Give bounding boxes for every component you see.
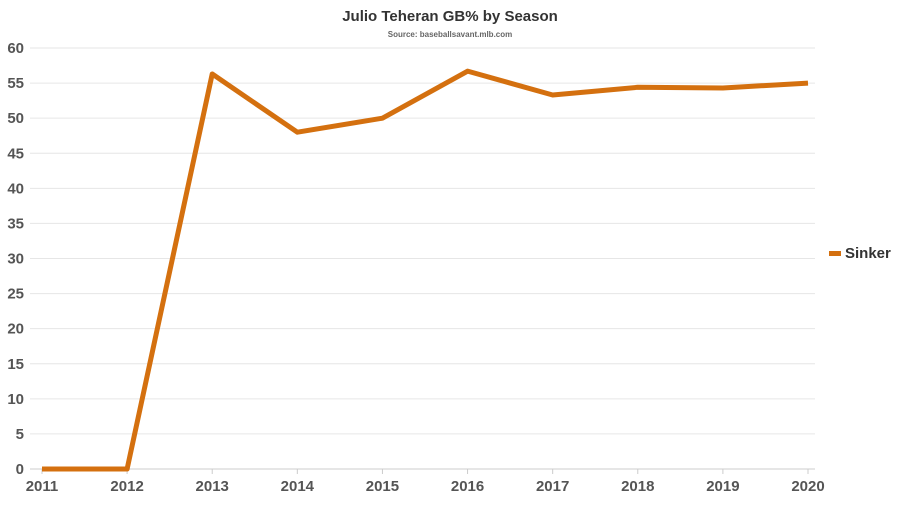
y-tick-label: 55 — [7, 75, 24, 92]
x-tick-label: 2015 — [366, 478, 399, 495]
x-tick-label: 2017 — [536, 478, 569, 495]
x-tick-label: 2013 — [196, 478, 229, 495]
y-tick-label: 30 — [7, 251, 24, 268]
series-line-sinker — [42, 68, 809, 472]
x-tick-label: 2016 — [451, 478, 484, 495]
y-tick-label: 0 — [16, 461, 24, 478]
legend-swatch — [829, 251, 841, 256]
y-tick-label: 60 — [7, 40, 24, 57]
y-tick-label: 15 — [7, 356, 24, 373]
y-tick-label: 45 — [7, 145, 24, 162]
y-tick-label: 25 — [7, 286, 24, 303]
y-tick-label: 10 — [7, 391, 24, 408]
y-tick-label: 40 — [7, 180, 24, 197]
x-tick-label: 2014 — [281, 478, 315, 495]
legend-label[interactable]: Sinker — [845, 245, 891, 262]
chart-title: Julio Teheran GB% by Season — [342, 8, 558, 25]
y-tick-label: 20 — [7, 321, 24, 338]
chart-subtitle: Source: baseballsavant.mlb.com — [388, 30, 513, 39]
y-tick-label: 50 — [7, 110, 24, 127]
y-tick-label: 35 — [7, 215, 24, 232]
x-tick-label: 2018 — [621, 478, 654, 495]
x-tick-label: 2019 — [706, 478, 739, 495]
y-tick-label: 5 — [16, 426, 24, 443]
x-tick-label: 2011 — [26, 478, 59, 495]
x-tick-label: 2012 — [110, 478, 143, 495]
x-tick-label: 2020 — [791, 478, 824, 495]
